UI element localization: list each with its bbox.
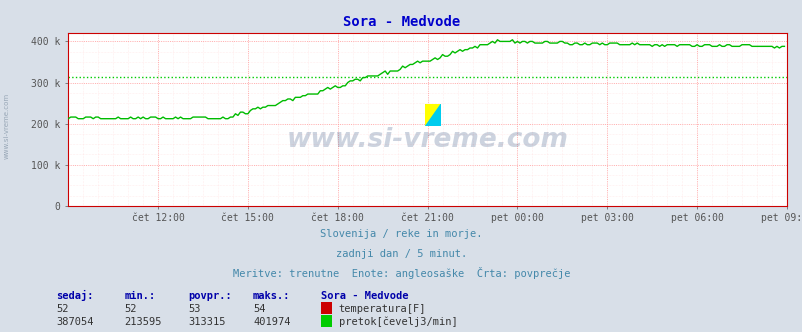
Text: 54: 54	[253, 304, 265, 314]
Text: 52: 52	[56, 304, 69, 314]
Text: 52: 52	[124, 304, 137, 314]
Text: min.:: min.:	[124, 291, 156, 301]
Text: Slovenija / reke in morje.: Slovenija / reke in morje.	[320, 229, 482, 239]
Text: maks.:: maks.:	[253, 291, 290, 301]
Text: sedaj:: sedaj:	[56, 290, 94, 301]
Text: Sora - Medvode: Sora - Medvode	[321, 291, 408, 301]
Text: pretok[čevelj3/min]: pretok[čevelj3/min]	[338, 317, 457, 327]
Polygon shape	[425, 104, 441, 126]
Text: www.si-vreme.com: www.si-vreme.com	[286, 127, 568, 153]
Text: povpr.:: povpr.:	[188, 291, 232, 301]
Text: temperatura[F]: temperatura[F]	[338, 304, 426, 314]
Text: 313315: 313315	[188, 317, 226, 327]
Text: zadnji dan / 5 minut.: zadnji dan / 5 minut.	[335, 249, 467, 259]
Text: 213595: 213595	[124, 317, 162, 327]
Text: Meritve: trenutne  Enote: angleosaške  Črta: povprečje: Meritve: trenutne Enote: angleosaške Črt…	[233, 267, 569, 279]
Polygon shape	[425, 104, 441, 126]
Text: 401974: 401974	[253, 317, 290, 327]
Text: 53: 53	[188, 304, 201, 314]
Text: Sora - Medvode: Sora - Medvode	[342, 15, 460, 29]
Text: 387054: 387054	[56, 317, 94, 327]
Text: www.si-vreme.com: www.si-vreme.com	[3, 93, 10, 159]
